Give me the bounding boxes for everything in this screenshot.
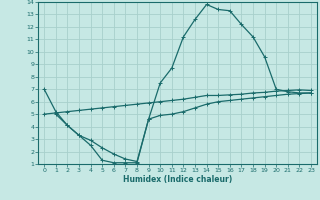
- X-axis label: Humidex (Indice chaleur): Humidex (Indice chaleur): [123, 175, 232, 184]
